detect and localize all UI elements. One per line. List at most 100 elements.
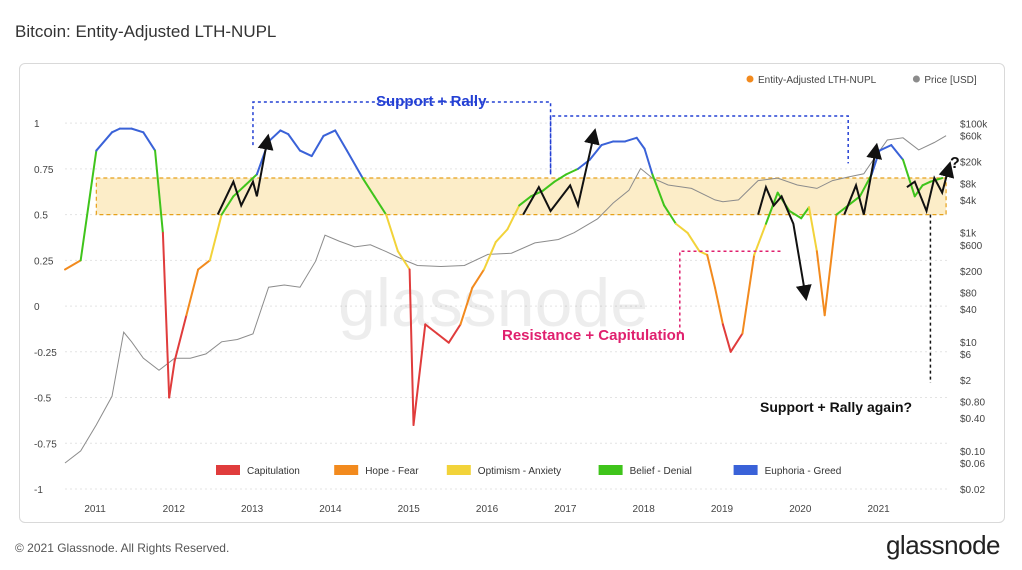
nupl-segment xyxy=(334,129,348,152)
nupl-segment xyxy=(373,195,388,216)
nupl-segment xyxy=(168,359,176,399)
nupl-segment xyxy=(623,136,638,143)
y-right-tick-label: $40 xyxy=(960,305,977,316)
nupl-segment xyxy=(808,206,818,253)
nupl-segment xyxy=(208,213,223,262)
nupl-segment xyxy=(651,173,666,207)
y-right-tick-label: $200 xyxy=(960,267,983,278)
y-right-tick-label: $0.80 xyxy=(960,398,985,409)
legend-bottom-label: Optimism - Anxiety xyxy=(478,466,561,477)
zigzag-arrow-2017 xyxy=(522,128,600,216)
nupl-segment xyxy=(64,259,82,271)
nupl-segment xyxy=(835,204,850,216)
nupl-segment xyxy=(310,134,325,158)
nupl-chart: glassnode Support + Rally Resistance + Ca… xyxy=(34,75,988,515)
nupl-segment xyxy=(714,286,724,326)
legend-bottom-swatch xyxy=(334,465,359,475)
nupl-segment xyxy=(815,250,826,317)
legend-top-label: Entity-Adjusted LTH-NUPL xyxy=(758,75,877,86)
zigzag-arrow-2013 xyxy=(216,133,274,216)
nupl-segment xyxy=(721,323,732,353)
legend-bottom-swatch xyxy=(216,465,240,475)
x-tick-label: 2015 xyxy=(398,504,421,515)
nupl-segment xyxy=(729,332,744,353)
x-tick-label: 2011 xyxy=(84,504,106,515)
nupl-segment xyxy=(506,204,521,231)
copyright-text: © 2021 Glassnode. All Rights Reserved. xyxy=(15,541,230,555)
nupl-segment xyxy=(565,167,579,176)
nupl-segment xyxy=(643,147,654,176)
y-left-tick-label: 1 xyxy=(34,119,40,130)
x-tick-label: 2017 xyxy=(554,504,577,515)
y-right-tick-label: $0.40 xyxy=(960,414,985,425)
y-right-tick-label: $6 xyxy=(960,350,972,361)
legend-bottom-swatch xyxy=(598,465,623,475)
nupl-segment xyxy=(921,180,932,187)
legend-bottom-swatch xyxy=(733,465,758,475)
annotation-question-mark: ? xyxy=(950,155,960,172)
support-bracket-left xyxy=(252,101,552,175)
nupl-segment xyxy=(185,268,200,317)
nupl-segment xyxy=(424,323,439,335)
y-right-tick-label: $0.06 xyxy=(960,459,985,470)
y-right-tick-label: $0.02 xyxy=(960,485,985,496)
x-tick-label: 2012 xyxy=(163,504,186,515)
nupl-segment xyxy=(197,259,211,271)
nupl-segment xyxy=(244,173,258,187)
y-left-tick-label: -0.25 xyxy=(34,348,57,359)
nupl-segment xyxy=(674,222,689,234)
nupl-segment xyxy=(541,180,556,192)
nupl-segment xyxy=(800,206,811,220)
nupl-segment xyxy=(847,195,861,207)
nupl-segment xyxy=(154,149,164,234)
nupl-segment xyxy=(483,241,497,271)
zigzag-arrow-2021 xyxy=(906,161,955,215)
y-left-tick-label: 0 xyxy=(34,302,40,313)
nupl-segment xyxy=(408,268,415,426)
nupl-segment xyxy=(890,144,905,161)
y-right-tick-label: $0.10 xyxy=(960,447,985,458)
nupl-segment xyxy=(345,149,364,180)
nupl-segment xyxy=(436,332,450,344)
legend-bottom-label: Hope - Fear xyxy=(365,466,419,477)
annotation-support-rally-again: Support + Rally again? xyxy=(760,399,912,415)
nupl-segment xyxy=(161,231,171,399)
nupl-segment xyxy=(788,209,803,220)
chart-card: glassnode Support + Rally Resistance + Ca… xyxy=(19,63,1005,523)
nupl-segment xyxy=(396,250,411,271)
nupl-segment xyxy=(686,231,701,253)
y-right-tick-label: $20k xyxy=(960,158,983,169)
y-right-tick-label: $1k xyxy=(960,229,977,240)
nupl-segment xyxy=(279,129,290,136)
x-tick-label: 2020 xyxy=(789,504,812,515)
y-right-tick-label: $8k xyxy=(960,179,977,190)
y-left-tick-label: -1 xyxy=(34,485,43,496)
legend-bottom-label: Belief - Denial xyxy=(630,466,692,477)
nupl-segment xyxy=(287,133,301,152)
nupl-segment xyxy=(494,228,509,244)
price-line xyxy=(64,135,947,464)
x-tick-label: 2021 xyxy=(868,504,891,515)
legend-bottom-label: Euphoria - Greed xyxy=(765,466,842,477)
y-right-tick-label: $600 xyxy=(960,241,983,252)
nupl-segment xyxy=(142,131,157,152)
y-right-tick-label: $10 xyxy=(960,338,977,349)
nupl-segment xyxy=(298,149,313,158)
nupl-segment xyxy=(600,140,615,147)
x-tick-label: 2016 xyxy=(476,504,499,515)
legend-top-marker xyxy=(746,75,754,83)
nupl-segment xyxy=(79,149,98,262)
legend-top-label: Price [USD] xyxy=(924,75,976,86)
zigzag-arrow-2020 xyxy=(843,142,883,215)
nupl-segment xyxy=(322,129,337,137)
annotation-support-rally: Support + Rally xyxy=(376,93,487,110)
nupl-segment xyxy=(95,131,113,152)
y-right-tick-label: $4k xyxy=(960,196,977,207)
nupl-segment xyxy=(385,213,399,253)
glassnode-logo: glassnode xyxy=(885,530,1001,560)
nupl-segment xyxy=(741,253,756,335)
legend-bottom-swatch xyxy=(446,465,471,475)
support-bracket-right xyxy=(549,115,849,175)
nupl-segment xyxy=(588,144,603,161)
x-tick-label: 2014 xyxy=(319,504,342,515)
